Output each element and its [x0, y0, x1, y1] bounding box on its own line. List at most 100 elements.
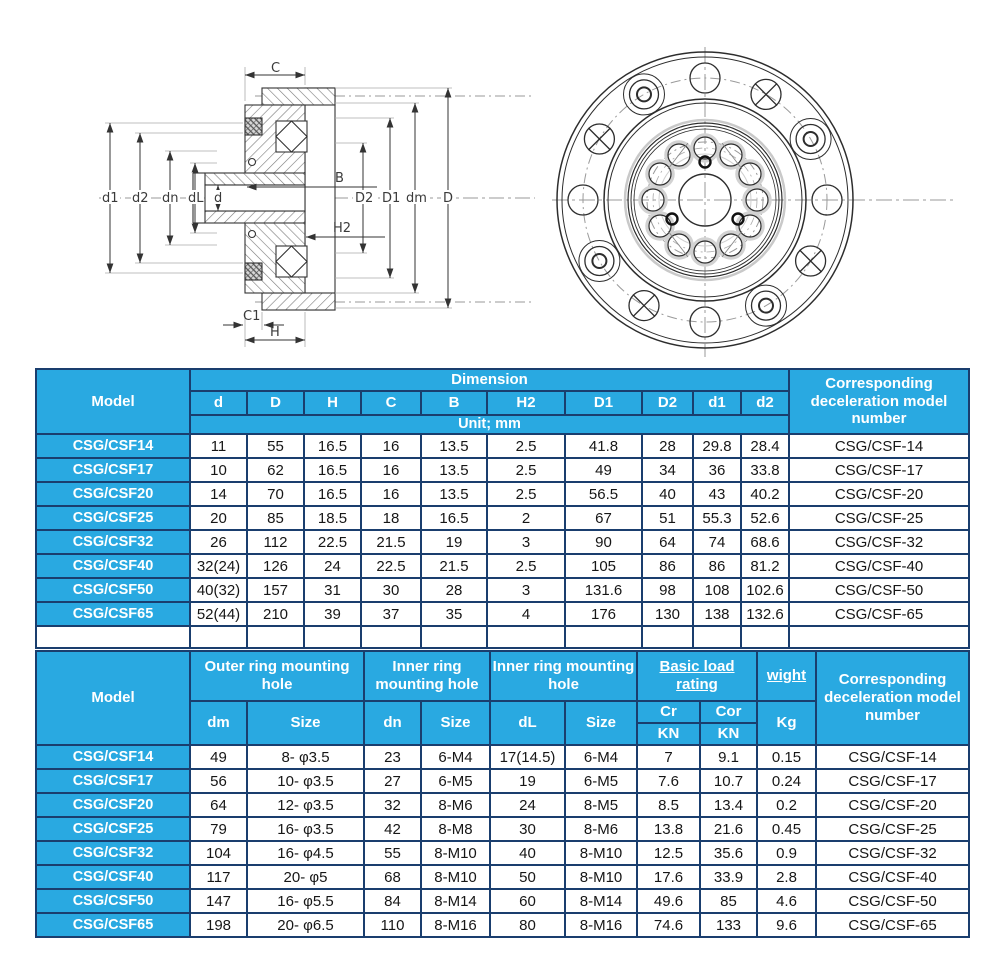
value-cell: CSG/CSF-14 [815, 744, 970, 770]
mounting-table-body: CSG/CSF14 49 8- φ3.5 23 6-M4 17(14.5) 6-M4 7 9.1… [35, 744, 970, 938]
value-cell: 9.6 [756, 912, 817, 938]
model-cell: CSG/CSF17 [35, 457, 191, 484]
value-cell: 49.6 [636, 888, 701, 914]
table-row: CSG/CSF25 20 85 18.5 18 16.5 2 67 51 55.3 52.6 CSG/… [35, 505, 970, 532]
value-cell: CSG/CSF-25 [815, 816, 970, 842]
value-cell: 8-M8 [420, 816, 491, 842]
value-cell: 17(14.5) [489, 744, 566, 770]
empty-row [35, 625, 970, 650]
value-cell: 13.5 [420, 481, 488, 508]
dimension-table: Model Dimension Corresponding decelerati… [35, 367, 970, 650]
value-cell: 198 [189, 912, 248, 938]
value-cell: 176 [564, 601, 643, 628]
value-cell: 40.2 [740, 481, 790, 508]
table-row: CSG/CSF32 104 16- φ4.5 55 8-M10 40 8-M10 12.5 35… [35, 840, 970, 866]
value-cell: CSG/CSF-65 [788, 601, 970, 628]
value-cell: 21.5 [420, 553, 488, 580]
value-cell: 55.3 [692, 505, 742, 532]
value-cell: 23 [363, 744, 422, 770]
value-cell: 55 [363, 840, 422, 866]
value-cell: 0.2 [756, 792, 817, 818]
value-cell: 32(24) [189, 553, 248, 580]
value-cell: 132.6 [740, 601, 790, 628]
table-row: CSG/CSF32 26 112 22.5 21.5 19 3 90 64 74 68.6 CSG/C… [35, 529, 970, 556]
dim-label-dn: dn [162, 191, 179, 206]
col-header-B: B [420, 390, 488, 416]
model-cell: CSG/CSF40 [35, 864, 191, 890]
value-cell: 7 [636, 744, 701, 770]
col-header-D: D [246, 390, 305, 416]
corresponding-column-header: Corresponding deceleration model number [815, 650, 970, 746]
value-cell: 117 [189, 864, 248, 890]
model-cell: CSG/CSF40 [35, 553, 191, 580]
outer-ring-group-header: Outer ring mounting hole [189, 650, 365, 702]
value-cell: 16.5 [303, 433, 362, 460]
front-outer-holes [567, 62, 843, 338]
dim-label-D1: D1 [382, 191, 400, 206]
dim-label-d: d [214, 191, 222, 206]
value-cell: CSG/CSF-20 [788, 481, 970, 508]
value-cell: 21.6 [699, 816, 758, 842]
value-cell: 55 [246, 433, 305, 460]
value-cell: 7.6 [636, 768, 701, 794]
value-cell: CSG/CSF-14 [788, 433, 970, 460]
dim-label-D: D [443, 191, 453, 206]
value-cell: 16- φ3.5 [246, 816, 365, 842]
value-cell: 13.8 [636, 816, 701, 842]
crossed-hole-icon [583, 78, 827, 322]
value-cell: 2.5 [486, 481, 566, 508]
value-cell: 39 [303, 601, 362, 628]
value-cell: 16- φ4.5 [246, 840, 365, 866]
value-cell: 16 [360, 457, 422, 484]
value-cell: 56.5 [564, 481, 643, 508]
value-cell: 41.8 [564, 433, 643, 460]
value-cell: 8-M10 [564, 840, 638, 866]
front-inner-holes [638, 133, 772, 267]
value-cell: 68 [363, 864, 422, 890]
value-cell: 29.8 [692, 433, 742, 460]
col-header-Cor: Cor [699, 700, 758, 724]
value-cell: 42 [363, 816, 422, 842]
value-cell: 16 [360, 433, 422, 460]
col-header-D2: D2 [641, 390, 694, 416]
value-cell: 56 [189, 768, 248, 794]
value-cell: 3 [486, 577, 566, 604]
value-cell: 35 [420, 601, 488, 628]
model-cell: CSG/CSF14 [35, 744, 191, 770]
value-cell: 8-M10 [420, 840, 491, 866]
table-row: CSG/CSF14 49 8- φ3.5 23 6-M4 17(14.5) 6-M4 7 9.1… [35, 744, 970, 770]
value-cell: 19 [420, 529, 488, 556]
dim-label-d2: d2 [132, 191, 149, 206]
value-cell: 2.5 [486, 553, 566, 580]
col-header-dL: dL [489, 700, 566, 746]
model-cell: CSG/CSF20 [35, 481, 191, 508]
value-cell: 20- φ6.5 [246, 912, 365, 938]
value-cell: 52.6 [740, 505, 790, 532]
value-cell: 20 [189, 505, 248, 532]
value-cell: CSG/CSF-17 [788, 457, 970, 484]
corresponding-column-header: Corresponding deceleration model number [788, 367, 970, 436]
value-cell: 28 [420, 577, 488, 604]
col-header-Kg: Kg [756, 700, 817, 746]
dim-label-C1: C1 [243, 309, 260, 324]
inner-ring-group-header-2: Inner ring mounting hole [489, 650, 638, 702]
dimension-table-body: CSG/CSF14 11 55 16.5 16 13.5 2.5 41.8 28 29.8 28.4… [35, 433, 970, 628]
value-cell: 13.5 [420, 433, 488, 460]
value-cell: 62 [246, 457, 305, 484]
dim-label-B: B [335, 171, 344, 186]
value-cell: 16.5 [303, 481, 362, 508]
value-cell: 10.7 [699, 768, 758, 794]
dim-label-H2: H2 [333, 221, 351, 236]
dimension-group-header: Dimension [189, 368, 790, 392]
table-row: CSG/CSF50 147 16- φ5.5 84 8-M14 60 8-M14 49.6 85… [35, 888, 970, 914]
value-cell: 70 [246, 481, 305, 508]
model-cell: CSG/CSF65 [35, 912, 191, 938]
value-cell: 6-M4 [420, 744, 491, 770]
value-cell: 2.8 [756, 864, 817, 890]
value-cell: 51 [641, 505, 694, 532]
table-row: CSG/CSF14 11 55 16.5 16 13.5 2.5 41.8 28 29.8 28.4… [35, 433, 970, 460]
col-header-H: H [303, 390, 362, 416]
table-row: CSG/CSF20 64 12- φ3.5 32 8-M6 24 8-M5 8.5 13.4 0.… [35, 792, 970, 818]
value-cell: 104 [189, 840, 248, 866]
